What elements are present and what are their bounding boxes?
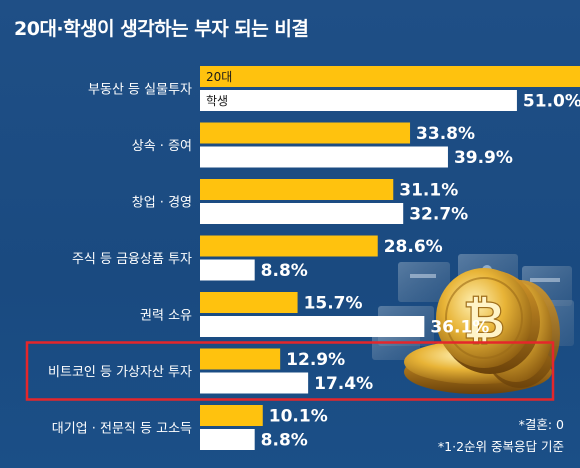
bar-student xyxy=(200,259,255,281)
bar-20s xyxy=(200,405,263,426)
category-label: 주식 등 금융상품 투자 xyxy=(72,252,192,267)
bar-student xyxy=(200,429,255,450)
legend-label: 20대 xyxy=(206,70,232,84)
bar-20s xyxy=(200,179,394,200)
bar-student xyxy=(200,203,404,224)
category-label: 부동산 등 실물투자 xyxy=(88,83,192,98)
data-label: 51.0% xyxy=(523,92,580,112)
data-label: 15.7% xyxy=(304,294,363,314)
category-label: 대기업 · 전문직 등 고소득 xyxy=(52,422,192,437)
data-label: 28.6% xyxy=(384,237,443,257)
data-label: 17.4% xyxy=(314,374,373,394)
data-label: 33.8% xyxy=(416,124,475,144)
data-label: 12.9% xyxy=(286,350,345,370)
coin-stack: ₿ xyxy=(404,268,560,394)
category-label: 비트코인 등 가상자산 투자 xyxy=(48,365,192,380)
data-label: 8.8% xyxy=(261,431,308,451)
bar-student xyxy=(200,372,309,394)
bar-20s xyxy=(200,66,580,87)
category-label: 권력 소유 xyxy=(140,309,192,324)
bar-student xyxy=(200,90,517,111)
data-label: 8.8% xyxy=(261,261,308,281)
data-label: 31.1% xyxy=(399,181,458,201)
bar-student xyxy=(200,146,448,168)
bar-20s xyxy=(200,235,378,257)
data-label: 36.1% xyxy=(430,318,489,338)
note-duplicate-response: *1·2순위 중복응답 기준 xyxy=(437,439,564,454)
legend-label: 학생 xyxy=(206,94,228,108)
data-label: 32.7% xyxy=(409,205,468,225)
note-marriage: *결혼: 0 xyxy=(518,417,564,432)
bar-20s xyxy=(200,348,281,370)
data-label: 10.1% xyxy=(269,407,328,427)
highlight-box xyxy=(25,341,555,401)
bar-student xyxy=(200,316,425,337)
bar-20s xyxy=(200,122,411,144)
category-label: 상속 · 증여 xyxy=(132,139,192,154)
data-label: 39.9% xyxy=(454,148,513,168)
bar-20s xyxy=(200,292,298,313)
chart-title: 20대·학생이 생각하는 부자 되는 비결 xyxy=(14,18,309,40)
category-label: 창업 · 경영 xyxy=(132,196,192,211)
